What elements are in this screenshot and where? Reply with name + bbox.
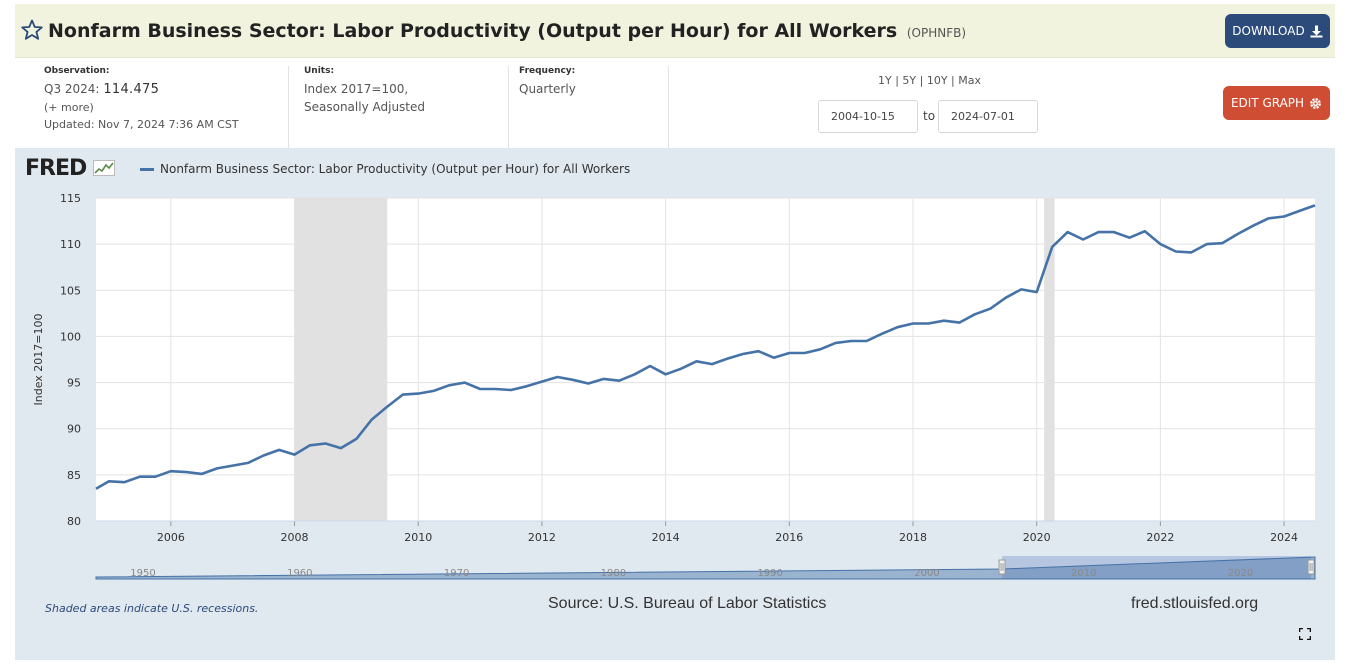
page-title: Nonfarm Business Sector: Labor Productiv… (48, 20, 966, 42)
x-tick-label: 2016 (775, 531, 803, 544)
star-icon[interactable] (20, 18, 44, 42)
navigator-label: 2000 (914, 568, 939, 579)
observation-head: Observation: (44, 66, 110, 76)
units-line1: Index 2017=100, (304, 82, 409, 96)
navigator-label: 1970 (444, 568, 469, 579)
navigator-label: 1950 (130, 568, 155, 579)
recession-note: Shaded areas indicate U.S. recessions. (45, 602, 259, 615)
gear-icon (1310, 97, 1321, 109)
x-tick-label: 2014 (652, 531, 680, 544)
range-max[interactable]: Max (958, 74, 982, 87)
y-tick-label: 85 (67, 469, 81, 482)
units-head: Units: (304, 66, 335, 76)
x-tick-label: 2022 (1146, 531, 1174, 544)
start-date-input[interactable]: 2004-10-15 (818, 100, 918, 133)
y-tick-label: 100 (60, 330, 81, 343)
chart-legend: Nonfarm Business Sector: Labor Productiv… (140, 162, 630, 176)
frequency-head: Frequency: (519, 66, 576, 76)
fred-logo-icon (92, 160, 115, 176)
y-tick-label: 115 (60, 192, 81, 205)
navigator-selection (1002, 556, 1312, 579)
fullscreen-icon[interactable] (1299, 628, 1311, 640)
x-tick-label: 2008 (281, 531, 309, 544)
navigator-label: 2020 (1228, 568, 1253, 579)
navigator-label: 1990 (757, 568, 782, 579)
series-line (95, 204, 1316, 490)
end-date-input[interactable]: 2024-07-01 (938, 100, 1038, 133)
observation-period: Q3 2024: (44, 82, 100, 96)
y-tick-label: 95 (67, 377, 81, 390)
x-tick-label: 2018 (899, 531, 927, 544)
plot-area (96, 198, 1315, 521)
download-button[interactable]: DOWNLOAD (1225, 14, 1330, 48)
updated-text: Updated: Nov 7, 2024 7:36 AM CST (44, 118, 239, 131)
observation-block: Observation: Q3 2024: 114.475 (+ more) U… (44, 66, 239, 133)
legend-swatch (140, 167, 154, 171)
source-text: Source: U.S. Bureau of Labor Statistics (548, 595, 827, 612)
navigator-label: 1980 (601, 568, 626, 579)
y-tick-label: 80 (67, 515, 81, 528)
y-tick-label: 90 (67, 423, 81, 436)
navigator-handle[interactable] (998, 559, 1006, 575)
series-title-text: Nonfarm Business Sector: Labor Productiv… (48, 20, 898, 42)
download-icon (1310, 25, 1323, 37)
range-5y[interactable]: 5Y (902, 74, 917, 87)
x-tick-label: 2024 (1270, 531, 1298, 544)
x-tick-label: 2010 (404, 531, 432, 544)
download-label: DOWNLOAD (1232, 24, 1305, 38)
edit-graph-button[interactable]: EDIT GRAPH (1223, 86, 1330, 120)
line-chart[interactable]: 80 85 90 95 100 105 110 115 2006 2008 2010 2012 2014… (15, 148, 1335, 598)
divider (288, 66, 289, 148)
y-axis-label: Index 2017=100 (32, 314, 45, 406)
range-1y[interactable]: 1Y (878, 74, 892, 87)
navigator-label: 2010 (1071, 568, 1096, 579)
x-tick-label: 2020 (1023, 531, 1051, 544)
source-url[interactable]: fred.stlouisfed.org (1131, 595, 1259, 612)
y-tick-label: 110 (60, 238, 81, 251)
x-tick-label: 2006 (157, 531, 185, 544)
observation-value: 114.475 (103, 82, 160, 97)
fred-logo: FRED (25, 156, 115, 181)
navigator-series (95, 556, 1316, 580)
fred-logo-text: FRED (25, 156, 87, 181)
recession-band (294, 198, 388, 521)
units-line2: Seasonally Adjusted (304, 100, 426, 114)
to-label: to (923, 109, 936, 123)
edit-graph-label: EDIT GRAPH (1230, 96, 1305, 110)
legend-label: Nonfarm Business Sector: Labor Productiv… (160, 162, 631, 176)
observation-line: Q3 2024: 114.475 (44, 80, 239, 99)
x-tick-label: 2012 (528, 531, 556, 544)
frequency-block: Frequency: Quarterly (519, 66, 576, 98)
recession-band (1044, 198, 1055, 521)
series-id: (OPHNFB) (906, 26, 967, 40)
graph-panel: FRED Nonfarm Business Sector: Labor Prod… (15, 148, 1335, 660)
navigator-label: 1960 (287, 568, 312, 579)
navigator-handle[interactable] (1307, 559, 1315, 575)
frequency-value: Quarterly (519, 82, 576, 96)
title-bar: Nonfarm Business Sector: Labor Productiv… (15, 4, 1335, 58)
divider (508, 66, 509, 148)
units-block: Units: Index 2017=100, Seasonally Adjust… (304, 66, 425, 116)
range-10y[interactable]: 10Y (926, 74, 948, 87)
range-selector: 1Y | 5Y | 10Y | Max (878, 74, 982, 87)
divider (668, 66, 669, 148)
y-tick-label: 105 (60, 284, 81, 297)
more-link[interactable]: (+ more) (44, 101, 94, 114)
